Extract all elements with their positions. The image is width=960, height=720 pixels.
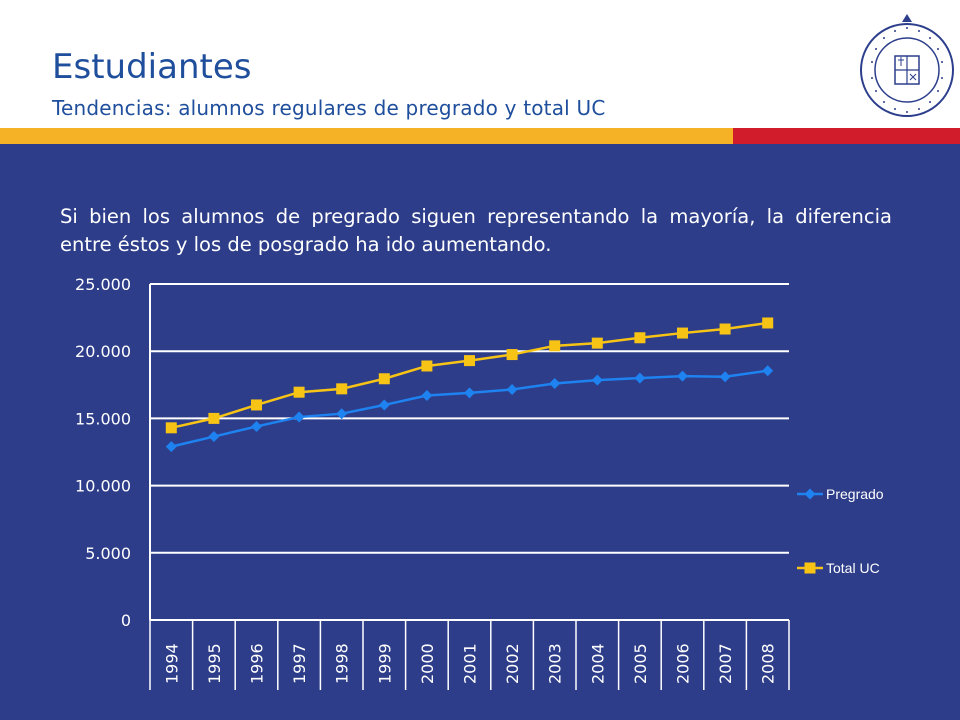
data-point	[464, 355, 475, 367]
legend-marker	[804, 562, 816, 574]
header-stripe-orange	[0, 128, 733, 144]
data-point	[251, 399, 262, 411]
university-seal-logo	[860, 14, 954, 117]
legend-item: Pregrado	[797, 486, 884, 502]
x-tick-label: 2000	[418, 643, 437, 684]
data-point	[464, 387, 475, 399]
data-point	[762, 365, 774, 377]
data-point	[293, 386, 305, 398]
x-tick-label: 2007	[716, 643, 735, 684]
x-tick-label: 2002	[503, 643, 522, 684]
data-point	[634, 372, 646, 384]
data-point	[421, 390, 433, 402]
page-title: Estudiantes	[52, 47, 252, 87]
data-point	[719, 371, 731, 383]
legend-item: Total UC	[797, 560, 880, 576]
x-tick-label: 2005	[631, 643, 650, 684]
y-tick-label: 10.000	[75, 477, 131, 496]
header-stripe-red	[733, 128, 960, 144]
x-tick-label: 2008	[759, 643, 778, 684]
data-point	[378, 399, 390, 411]
y-tick-label: 20.000	[75, 342, 131, 361]
legend-label: Pregrado	[826, 486, 884, 502]
data-point	[549, 377, 561, 389]
data-point	[634, 332, 646, 344]
data-point	[293, 411, 305, 423]
x-tick-label: 1994	[162, 643, 181, 684]
y-tick-label: 0	[121, 611, 131, 630]
data-point	[677, 327, 688, 339]
y-tick-label: 5.000	[85, 544, 131, 563]
x-tick-label: 1998	[333, 643, 352, 684]
x-tick-label: 1997	[290, 643, 309, 684]
intro-paragraph: Si bien los alumnos de pregrado siguen r…	[60, 205, 892, 256]
data-point	[378, 373, 390, 385]
data-point	[421, 360, 433, 372]
legend-label: Total UC	[826, 560, 880, 576]
series-pregrado	[165, 365, 774, 453]
x-tick-label: 2006	[674, 643, 693, 684]
x-tick-label: 1999	[375, 643, 394, 684]
data-point	[506, 384, 518, 396]
header: Estudiantes Tendencias: alumnos regulare…	[0, 0, 960, 128]
data-point	[591, 337, 603, 349]
data-point	[677, 370, 688, 382]
x-tick-label: 2003	[546, 643, 565, 684]
data-point	[251, 420, 262, 432]
data-point	[336, 383, 348, 395]
legend-marker	[804, 488, 816, 500]
page-subtitle: Tendencias: alumnos regulares de pregrad…	[52, 96, 606, 120]
data-point	[208, 412, 220, 424]
data-point	[208, 431, 220, 443]
data-point	[165, 422, 177, 434]
y-tick-label: 25.000	[75, 275, 131, 294]
x-tick-label: 2004	[588, 643, 607, 684]
x-tick-label: 1996	[248, 643, 267, 684]
data-point	[165, 441, 177, 453]
y-tick-label: 15.000	[75, 409, 131, 428]
data-point	[591, 374, 603, 386]
data-point	[762, 317, 774, 329]
data-point	[549, 340, 561, 352]
data-point	[336, 408, 348, 420]
x-tick-label: 1995	[205, 643, 224, 684]
data-point	[719, 323, 731, 335]
series-total-uc	[165, 317, 774, 434]
x-tick-label: 2001	[461, 643, 480, 684]
content-panel	[0, 144, 960, 720]
data-point	[506, 349, 518, 361]
